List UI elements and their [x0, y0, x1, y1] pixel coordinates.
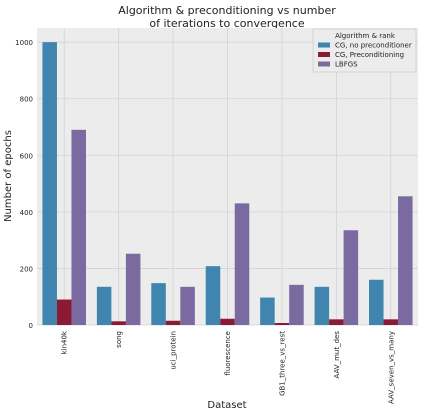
bar	[289, 284, 304, 325]
chart-title-line2: of iterations to convergence	[149, 17, 304, 30]
bar	[314, 286, 330, 325]
legend-label: CG, no preconditioner	[335, 42, 412, 50]
x-tick-label: AAV_mut_des	[333, 331, 341, 379]
bar	[369, 279, 384, 325]
x-tick-label: kin40k	[61, 330, 69, 354]
bar	[234, 203, 250, 325]
y-tick-label: 600	[20, 152, 33, 160]
x-tick-label: AAV_seven_vs_many	[387, 331, 395, 404]
bar	[151, 283, 166, 325]
bar	[180, 286, 195, 325]
legend-swatch	[318, 61, 330, 67]
x-tick-label: fluorescence	[224, 331, 232, 376]
bar	[260, 297, 275, 325]
legend-swatch	[318, 42, 330, 48]
legend-label: CG, Preconditioning	[335, 51, 404, 59]
bar	[343, 230, 359, 325]
legend-label: LBFGS	[335, 61, 358, 69]
chart-title-line1: Algorithm & preconditioning vs number	[118, 4, 336, 17]
x-axis-label: Dataset	[207, 400, 246, 411]
legend: Algorithm & rank CG, no preconditionerCG…	[312, 28, 417, 73]
bar	[56, 299, 72, 325]
y-tick-label: 200	[20, 265, 33, 273]
x-tick-label: uci_protein	[170, 331, 178, 370]
x-tick-label: song	[115, 331, 123, 348]
bar	[165, 320, 181, 325]
bar	[71, 129, 86, 325]
y-tick-label: 800	[20, 96, 33, 104]
bar	[274, 323, 290, 325]
y-axis-ticks: 0 200 400 600 800 1000	[15, 39, 33, 330]
bar	[111, 321, 126, 325]
legend-title: Algorithm & rank	[335, 32, 396, 40]
bar	[329, 319, 344, 325]
bar	[42, 42, 57, 326]
x-axis-ticks: kin40k song uci_protein fluorescence GB1_thr…	[61, 330, 396, 404]
bar	[398, 196, 413, 325]
bar	[205, 266, 221, 325]
bar	[125, 253, 141, 325]
legend-box	[312, 28, 417, 73]
y-tick-label: 400	[20, 209, 33, 217]
bar	[220, 318, 235, 325]
x-tick-label: GB1_three_vs_rest	[278, 331, 286, 396]
bars	[42, 42, 413, 326]
y-tick-label: 0	[29, 322, 33, 330]
legend-swatch	[318, 52, 330, 57]
bar	[383, 319, 399, 325]
bar	[96, 286, 112, 325]
y-tick-label: 1000	[15, 39, 33, 47]
y-axis-label: Number of epochs	[3, 130, 14, 222]
